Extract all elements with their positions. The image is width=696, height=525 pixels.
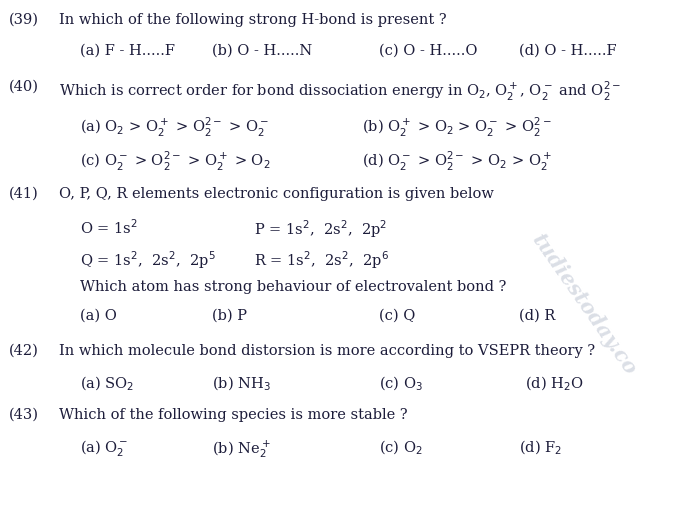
Text: (43): (43) <box>9 408 39 422</box>
Text: (c) Q: (c) Q <box>379 309 416 323</box>
Text: (a) SO$_2$: (a) SO$_2$ <box>80 374 134 393</box>
Text: (39): (39) <box>9 13 39 27</box>
Text: In which molecule bond distorsion is more according to VSEPR theory ?: In which molecule bond distorsion is mor… <box>59 344 595 358</box>
Text: (b) Ne$_2^+$: (b) Ne$_2^+$ <box>212 438 271 460</box>
Text: (b) O$_2^+$ > O$_2$ > O$_2^-$ > O$_2^{2-}$: (b) O$_2^+$ > O$_2$ > O$_2^-$ > O$_2^{2-… <box>362 116 552 139</box>
Text: (b) O - H.....N: (b) O - H.....N <box>212 44 313 57</box>
Text: Which is correct order for bond dissociation energy in O$_2$, O$_2^+$, O$_2^-$ a: Which is correct order for bond dissocia… <box>59 79 622 103</box>
Text: (42): (42) <box>9 344 39 358</box>
Text: (40): (40) <box>9 79 39 93</box>
Text: In which of the following strong H-bond is present ?: In which of the following strong H-bond … <box>59 13 447 27</box>
Text: (b) P: (b) P <box>212 309 247 323</box>
Text: (41): (41) <box>9 187 39 201</box>
Text: (a) O$_2$ > O$_2^+$ > O$_2^{2-}$ > O$_2^-$: (a) O$_2$ > O$_2^+$ > O$_2^{2-}$ > O$_2^… <box>80 116 269 139</box>
Text: Q = 1s$^2$,  2s$^2$,  2p$^5$: Q = 1s$^2$, 2s$^2$, 2p$^5$ <box>80 250 216 271</box>
Text: (d) O - H.....F: (d) O - H.....F <box>519 44 616 57</box>
Text: P = 1s$^2$,  2s$^2$,  2p$^2$: P = 1s$^2$, 2s$^2$, 2p$^2$ <box>254 218 388 240</box>
Text: (d) H$_2$O: (d) H$_2$O <box>525 374 584 393</box>
Text: (a) O: (a) O <box>80 309 117 323</box>
Text: (b) NH$_3$: (b) NH$_3$ <box>212 374 271 393</box>
Text: (a) O$_2^-$: (a) O$_2^-$ <box>80 438 129 459</box>
Text: Which atom has strong behaviour of electrovalent bond ?: Which atom has strong behaviour of elect… <box>80 280 507 294</box>
Text: (c) O$_3$: (c) O$_3$ <box>379 374 423 393</box>
Text: (c) O - H.....O: (c) O - H.....O <box>379 44 478 57</box>
Text: (d) O$_2^-$ > O$_2^{2-}$ > O$_2$ > O$_2^+$: (d) O$_2^-$ > O$_2^{2-}$ > O$_2$ > O$_2^… <box>362 150 552 173</box>
Text: (d) R: (d) R <box>519 309 555 323</box>
Text: O = 1s$^2$: O = 1s$^2$ <box>80 218 138 237</box>
Text: tudiestoday.co: tudiestoday.co <box>528 230 641 379</box>
Text: (c) O$_2$: (c) O$_2$ <box>379 438 423 457</box>
Text: (c) O$_2^-$ > O$_2^{2-}$ > O$_2^+$ > O$_2$: (c) O$_2^-$ > O$_2^{2-}$ > O$_2^+$ > O$_… <box>80 150 271 173</box>
Text: R = 1s$^2$,  2s$^2$,  2p$^6$: R = 1s$^2$, 2s$^2$, 2p$^6$ <box>254 250 389 271</box>
Text: Which of the following species is more stable ?: Which of the following species is more s… <box>59 408 408 422</box>
Text: (d) F$_2$: (d) F$_2$ <box>519 438 562 457</box>
Text: (a) F - H.....F: (a) F - H.....F <box>80 44 175 57</box>
Text: O, P, Q, R elements electronic configuration is given below: O, P, Q, R elements electronic configura… <box>59 187 494 201</box>
